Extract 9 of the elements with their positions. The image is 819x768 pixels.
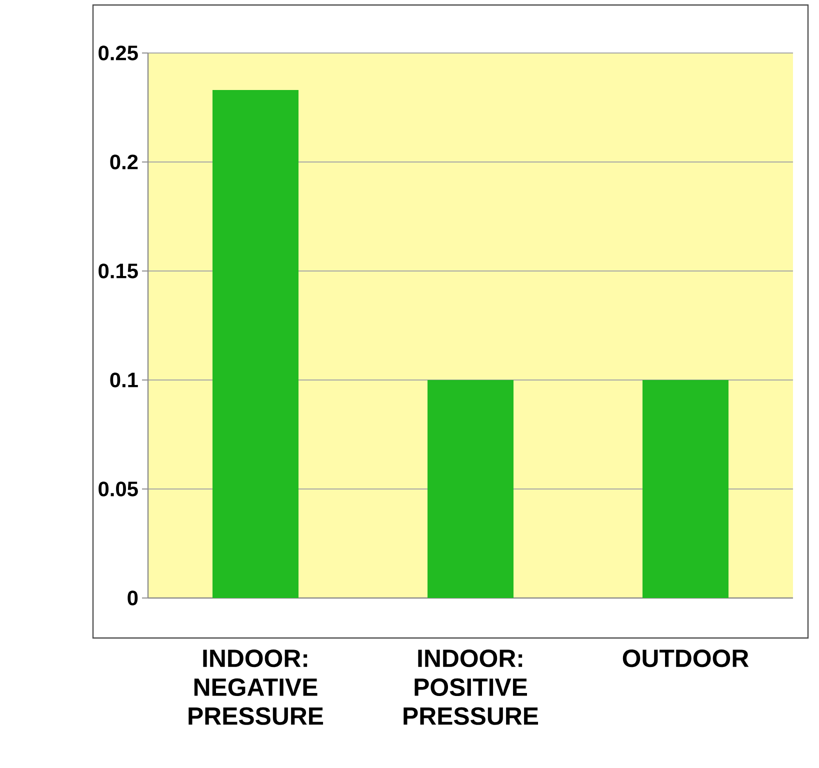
x-tick-label: OUTDOOR [622, 650, 749, 668]
y-tick-label: 0 [128, 590, 138, 606]
y-tick-label: 0.25 [98, 46, 138, 60]
x-tick-label: INDOOR: NEGATIVE PRESSURE [188, 650, 324, 725]
y-tick-label: 0.2 [110, 154, 138, 170]
x-tick-label: INDOOR: POSITIVE PRESSURE [404, 650, 538, 725]
y-tick-label: 0.15 [98, 264, 138, 278]
y-tick-label: 0.05 [98, 482, 138, 496]
y-tick-label: 0.1 [110, 372, 138, 388]
